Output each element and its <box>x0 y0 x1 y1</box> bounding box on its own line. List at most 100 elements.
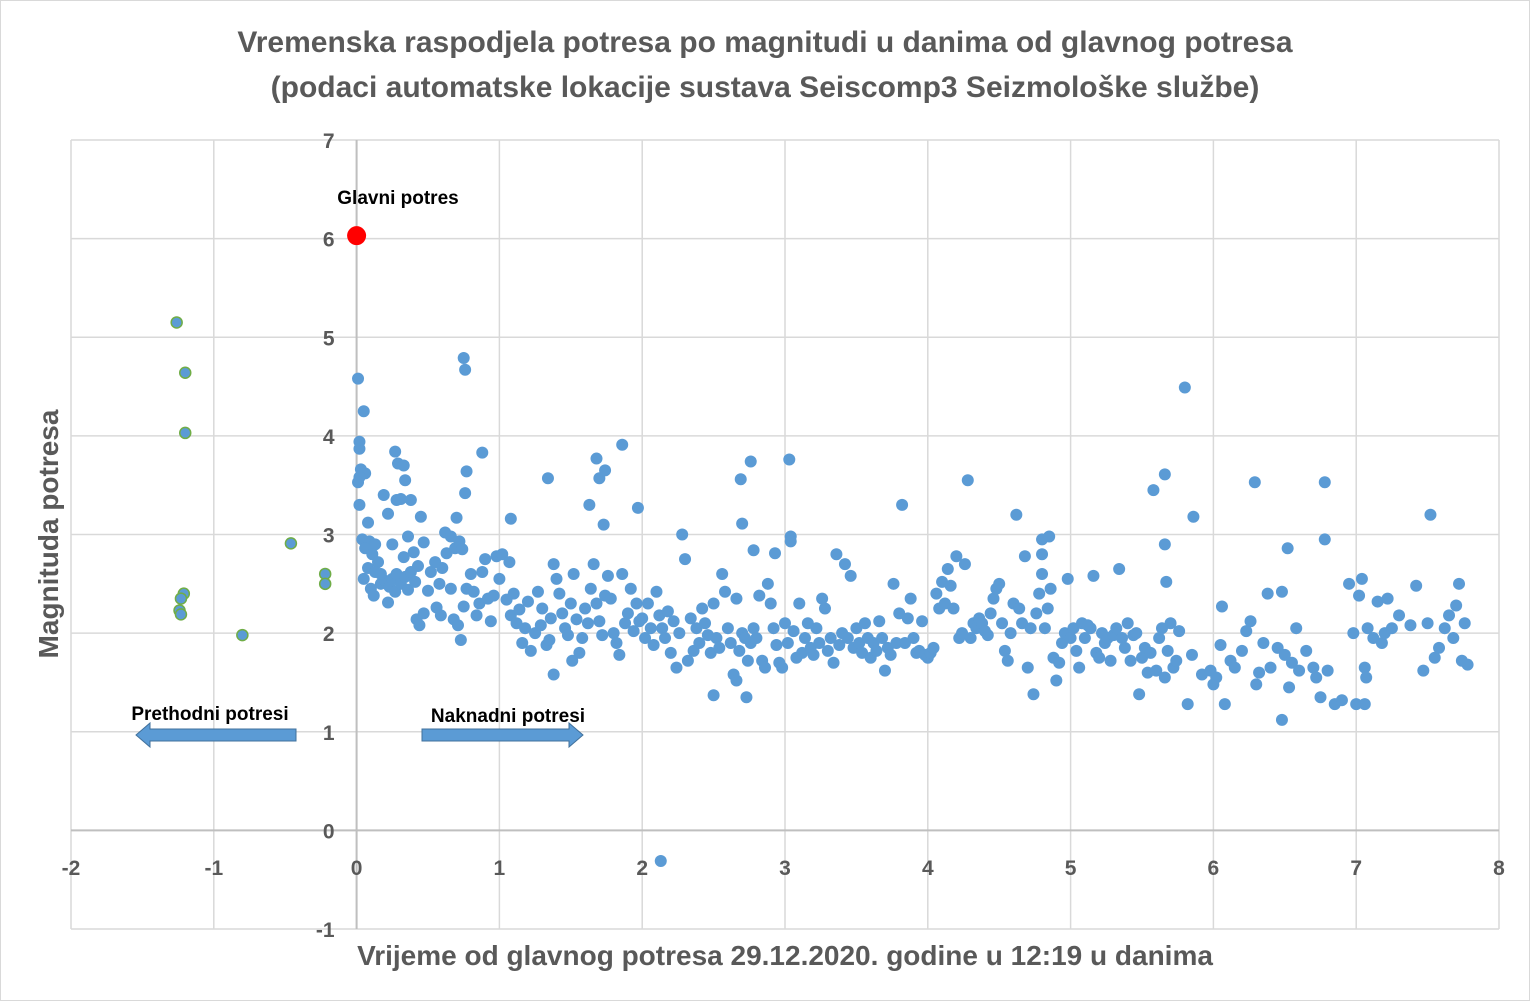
foreshock-point <box>170 316 183 329</box>
aftershock-point <box>904 592 917 605</box>
aftershock-point <box>1158 671 1171 684</box>
aftershock-point <box>1093 651 1106 664</box>
aftershock-point <box>707 689 720 702</box>
aftershock-point <box>964 632 977 645</box>
aftershock-point <box>901 612 914 625</box>
x-tick-label: -2 <box>62 857 81 880</box>
aftershock-point <box>1033 587 1046 600</box>
aftershock-point <box>1004 627 1017 640</box>
aftershock-point <box>1030 607 1043 620</box>
aftershock-point <box>741 654 754 667</box>
aftershock-point <box>1275 585 1288 598</box>
aftershock-point <box>693 636 706 649</box>
foreshocks-arrow <box>135 721 297 749</box>
aftershock-point <box>630 597 643 610</box>
aftershock-point <box>476 565 489 578</box>
aftershock-point <box>1307 661 1320 674</box>
aftershock-point <box>513 603 526 616</box>
aftershock-point <box>524 644 537 657</box>
aftershock-point <box>357 405 370 418</box>
aftershock-point <box>1084 622 1097 635</box>
aftershock-point <box>1158 538 1171 551</box>
aftershock-point <box>1278 648 1291 661</box>
aftershock-point <box>961 474 974 487</box>
aftershock-point <box>1053 656 1066 669</box>
aftershock-point <box>636 612 649 625</box>
aftershock-point <box>610 636 623 649</box>
aftershock-point <box>1417 664 1430 677</box>
aftershock-point <box>676 528 689 541</box>
aftershock-point <box>1355 572 1368 585</box>
aftershock-point <box>553 587 566 600</box>
y-axis-label: Magnituda potresa <box>33 409 64 658</box>
aftershock-point <box>1433 641 1446 654</box>
aftershock-point <box>544 612 557 625</box>
aftershock-point <box>650 585 663 598</box>
aftershock-point <box>584 582 597 595</box>
aftershock-point <box>504 512 517 525</box>
aftershock-point <box>627 625 640 638</box>
aftershock-point <box>1293 664 1306 677</box>
aftershock-point <box>507 587 520 600</box>
aftershock-point <box>747 622 760 635</box>
aftershock-point <box>1144 646 1157 659</box>
aftershock-point <box>907 632 920 645</box>
aftershock-point <box>1458 617 1471 630</box>
aftershock-point <box>456 543 469 556</box>
aftershock-point <box>470 609 483 622</box>
aftershock-point <box>1310 671 1323 684</box>
aftershock-point <box>916 615 929 628</box>
aftershock-point <box>476 446 489 459</box>
aftershock-point <box>621 607 634 620</box>
aftershock-point <box>878 664 891 677</box>
aftershock-point <box>1385 622 1398 635</box>
aftershock-point <box>590 452 603 465</box>
aftershock-point <box>352 476 365 489</box>
aftershock-point <box>1041 602 1054 615</box>
aftershock-point <box>570 613 583 626</box>
x-tick-label: 6 <box>1208 857 1220 880</box>
aftershock-point <box>593 615 606 628</box>
aftershock-point <box>597 518 610 531</box>
aftershock-point <box>830 548 843 561</box>
aftershock-point <box>516 636 529 649</box>
aftershock-point <box>616 438 629 451</box>
aftershock-point <box>981 629 994 642</box>
aftershock-point <box>993 577 1006 590</box>
aftershock-point <box>619 617 632 630</box>
aftershock-point <box>753 589 766 602</box>
gridlines <box>70 139 1500 930</box>
aftershock-point <box>958 558 971 571</box>
aftershock-point <box>353 498 366 511</box>
aftershock-point <box>734 473 747 486</box>
aftershock-point <box>583 498 596 511</box>
aftershock-point <box>950 550 963 563</box>
aftershock-point <box>710 632 723 645</box>
aftershock-point <box>1240 625 1253 638</box>
aftershock-point <box>769 547 782 560</box>
aftershock-point <box>459 363 472 376</box>
aftershock-point <box>984 607 997 620</box>
aftershock-point <box>1343 577 1356 590</box>
aftershock-point <box>1215 600 1228 613</box>
aftershock-point <box>1283 681 1296 694</box>
aftershock-point <box>404 493 417 506</box>
aftershock-point <box>764 597 777 610</box>
aftershock-point <box>1036 548 1049 561</box>
aftershock-point <box>998 644 1011 657</box>
aftershock-point <box>1061 572 1074 585</box>
aftershock-point <box>422 584 434 597</box>
aftershock-point <box>890 636 903 649</box>
aftershock-point <box>454 634 467 647</box>
aftershock-point <box>389 445 402 458</box>
aftershock-point <box>887 577 900 590</box>
aftershock-point <box>402 530 415 543</box>
aftershock-point <box>740 691 753 704</box>
aftershock-point <box>1360 671 1373 684</box>
aftershock-point <box>1118 641 1131 654</box>
aftershock-point <box>536 602 549 615</box>
aftershock-point <box>1036 567 1049 580</box>
aftershock-point <box>813 636 826 649</box>
aftershock-point <box>547 558 560 571</box>
aftershocks-label: Naknadni potresi <box>431 706 585 727</box>
